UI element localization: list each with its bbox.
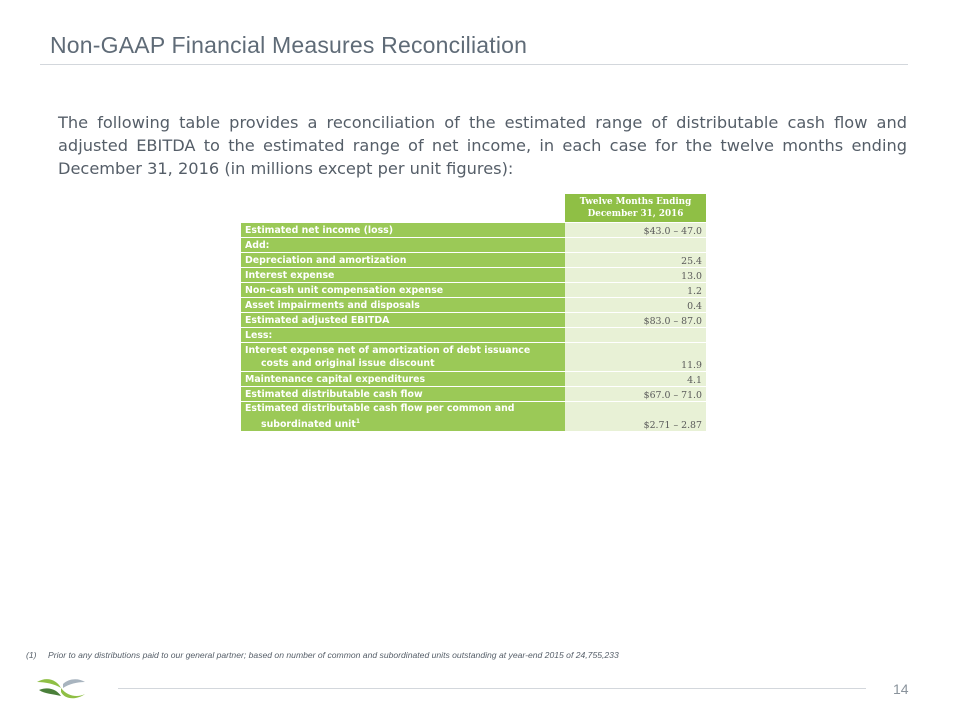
page-title: Non-GAAP Financial Measures Reconciliati… [50, 32, 528, 58]
table-row: Add: [241, 237, 706, 253]
row-label: Estimated distributable cash flow per co… [241, 401, 565, 433]
reconciliation-table: Twelve Months Ending December 31, 2016 E… [241, 194, 706, 433]
row-value: $2.71 – 2.87 [565, 401, 706, 433]
table-row: Non-cash unit compensation expense 1.2 [241, 282, 706, 298]
row-label: Estimated distributable cash flow [241, 386, 565, 402]
row-label: Maintenance capital expenditures [241, 371, 565, 387]
row-label-cont: subordinated unit [261, 419, 356, 431]
row-label: Interest expense net of amortization of … [241, 342, 565, 372]
period-header-line2: December 31, 2016 [587, 209, 684, 219]
row-label: Asset impairments and disposals [241, 297, 565, 313]
row-value: 11.9 [565, 342, 706, 372]
header-blank-cell [241, 194, 565, 223]
footnote-number: (1) [26, 650, 37, 660]
footnote-text: Prior to any distributions paid to our g… [48, 650, 619, 660]
row-label: Depreciation and amortization [241, 252, 565, 268]
period-header-line1: Twelve Months Ending [579, 197, 692, 207]
row-value: 0.4 [565, 297, 706, 313]
row-value [565, 327, 706, 343]
company-logo-icon [37, 679, 85, 699]
row-label-line1: Estimated distributable cash flow per co… [245, 403, 515, 414]
row-label: Add: [241, 237, 565, 253]
table-row: Depreciation and amortization 25.4 [241, 252, 706, 268]
footnote-marker: 1 [355, 418, 360, 425]
page-number: 14 [893, 681, 909, 697]
row-value [565, 237, 706, 253]
row-value: $67.0 – 71.0 [565, 386, 706, 402]
row-value: $43.0 – 47.0 [565, 222, 706, 238]
footer-divider [118, 688, 866, 689]
table-row: Estimated net income (loss) $43.0 – 47.0 [241, 222, 706, 238]
title-divider [40, 64, 908, 65]
row-value: 4.1 [565, 371, 706, 387]
row-label: Less: [241, 327, 565, 343]
footnote: (1) Prior to any distributions paid to ou… [26, 650, 619, 660]
table-row: Interest expense 13.0 [241, 267, 706, 283]
table-row: Asset impairments and disposals 0.4 [241, 297, 706, 313]
table-row: Interest expense net of amortization of … [241, 342, 706, 372]
table-row: Maintenance capital expenditures 4.1 [241, 371, 706, 387]
table-header-row: Twelve Months Ending December 31, 2016 [241, 194, 706, 223]
row-value: 13.0 [565, 267, 706, 283]
row-label-line2: costs and original issue discount [261, 358, 435, 369]
row-label: Estimated net income (loss) [241, 222, 565, 238]
row-label: Interest expense [241, 267, 565, 283]
row-label: Estimated adjusted EBITDA [241, 312, 565, 328]
row-value: $83.0 – 87.0 [565, 312, 706, 328]
row-label: Non-cash unit compensation expense [241, 282, 565, 298]
row-value: 1.2 [565, 282, 706, 298]
row-value: 25.4 [565, 252, 706, 268]
table-row: Estimated distributable cash flow per co… [241, 401, 706, 433]
period-header: Twelve Months Ending December 31, 2016 [565, 194, 706, 223]
table-row: Estimated distributable cash flow $67.0 … [241, 386, 706, 402]
table-row: Estimated adjusted EBITDA $83.0 – 87.0 [241, 312, 706, 328]
row-label-line1: Interest expense net of amortization of … [245, 345, 531, 356]
intro-paragraph: The following table provides a reconcili… [58, 113, 907, 178]
row-label-line2: subordinated unit1 [245, 415, 561, 431]
table-row: Less: [241, 327, 706, 343]
